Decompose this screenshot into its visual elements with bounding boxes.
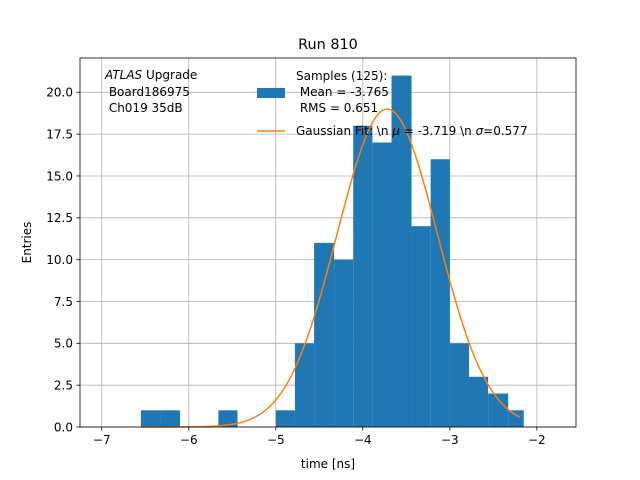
histogram-bar <box>449 343 469 427</box>
y-axis-ticks: 0.0 2.5 5.0 7.5 10.0 12.5 15.0 17.5 20.0 <box>46 86 80 434</box>
histogram-bar <box>218 410 238 427</box>
gaussian-fit-line <box>140 108 520 428</box>
legend-histogram-swatch <box>257 88 285 98</box>
x-tick-label: −7 <box>93 433 111 447</box>
y-tick-label: 7.5 <box>54 295 73 309</box>
y-tick-label: 20.0 <box>46 86 73 100</box>
x-tick-label: −6 <box>180 433 198 447</box>
legend-fit-label: Gaussian Fit: \n μ = -3.719 \n σ=0.577 <box>296 124 528 138</box>
histogram-bar <box>140 410 161 427</box>
histogram-bar <box>430 159 450 427</box>
annotation-line-2: Board186975 <box>105 85 190 99</box>
chart-title: Run 810 <box>298 37 358 53</box>
histogram-bar <box>314 242 335 427</box>
annotation-atlas: ATLAS <box>104 68 143 82</box>
legend-fit-sigma-symbol: σ <box>476 124 484 138</box>
histogram-bar <box>391 75 412 428</box>
y-tick-label: 2.5 <box>54 378 73 392</box>
y-tick-label: 10.0 <box>46 253 73 267</box>
y-tick-label: 12.5 <box>46 211 73 225</box>
annotation-line-3: Ch019 35dB <box>105 101 183 115</box>
histogram-bar <box>275 410 295 427</box>
histogram-bar <box>508 410 524 427</box>
y-tick-label: 15.0 <box>46 169 73 183</box>
histogram-bar <box>353 125 373 427</box>
x-tick-label: −5 <box>267 433 285 447</box>
legend-fit-mu-symbol: μ <box>391 124 400 138</box>
histogram-bar <box>294 343 315 427</box>
x-axis-label: time [ns] <box>301 457 355 471</box>
legend-fit-prefix: Gaussian Fit: \n <box>296 124 392 138</box>
annotation-line-1: ATLAS Upgrade <box>104 68 197 82</box>
x-tick-label: −4 <box>354 433 372 447</box>
y-tick-label: 17.5 <box>46 127 73 141</box>
legend-histogram-label-3: RMS = 0.651 <box>296 101 378 115</box>
histogram-bars <box>140 75 524 428</box>
legend-histogram-label-2: Mean = -3.765 <box>296 85 389 99</box>
legend-fit-sigma-text: =0.577 <box>483 124 527 138</box>
legend: Samples (125): Mean = -3.765 RMS = 0.651… <box>257 69 528 138</box>
x-axis-ticks: −7 −6 −5 −4 −3 −2 <box>93 427 546 447</box>
histogram-bar <box>488 393 509 427</box>
histogram-bar <box>411 226 431 427</box>
histogram-bar <box>160 410 181 427</box>
legend-histogram-label-1: Samples (125): <box>296 69 387 83</box>
x-tick-label: −3 <box>441 433 459 447</box>
histogram-bar <box>468 376 489 427</box>
histogram-bar <box>372 142 392 428</box>
atlas-annotation: ATLAS Upgrade Board186975 Ch019 35dB <box>104 68 197 115</box>
plot-frame <box>79 57 577 428</box>
x-tick-label: −2 <box>528 433 546 447</box>
annotation-upgrade: Upgrade <box>142 68 197 82</box>
legend-fit-mu-text: = -3.719 \n <box>400 124 476 138</box>
histogram-bar <box>334 259 354 427</box>
y-tick-label: 5.0 <box>54 337 73 351</box>
y-tick-label: 0.0 <box>54 420 73 434</box>
y-axis-label: Entries <box>20 222 34 264</box>
